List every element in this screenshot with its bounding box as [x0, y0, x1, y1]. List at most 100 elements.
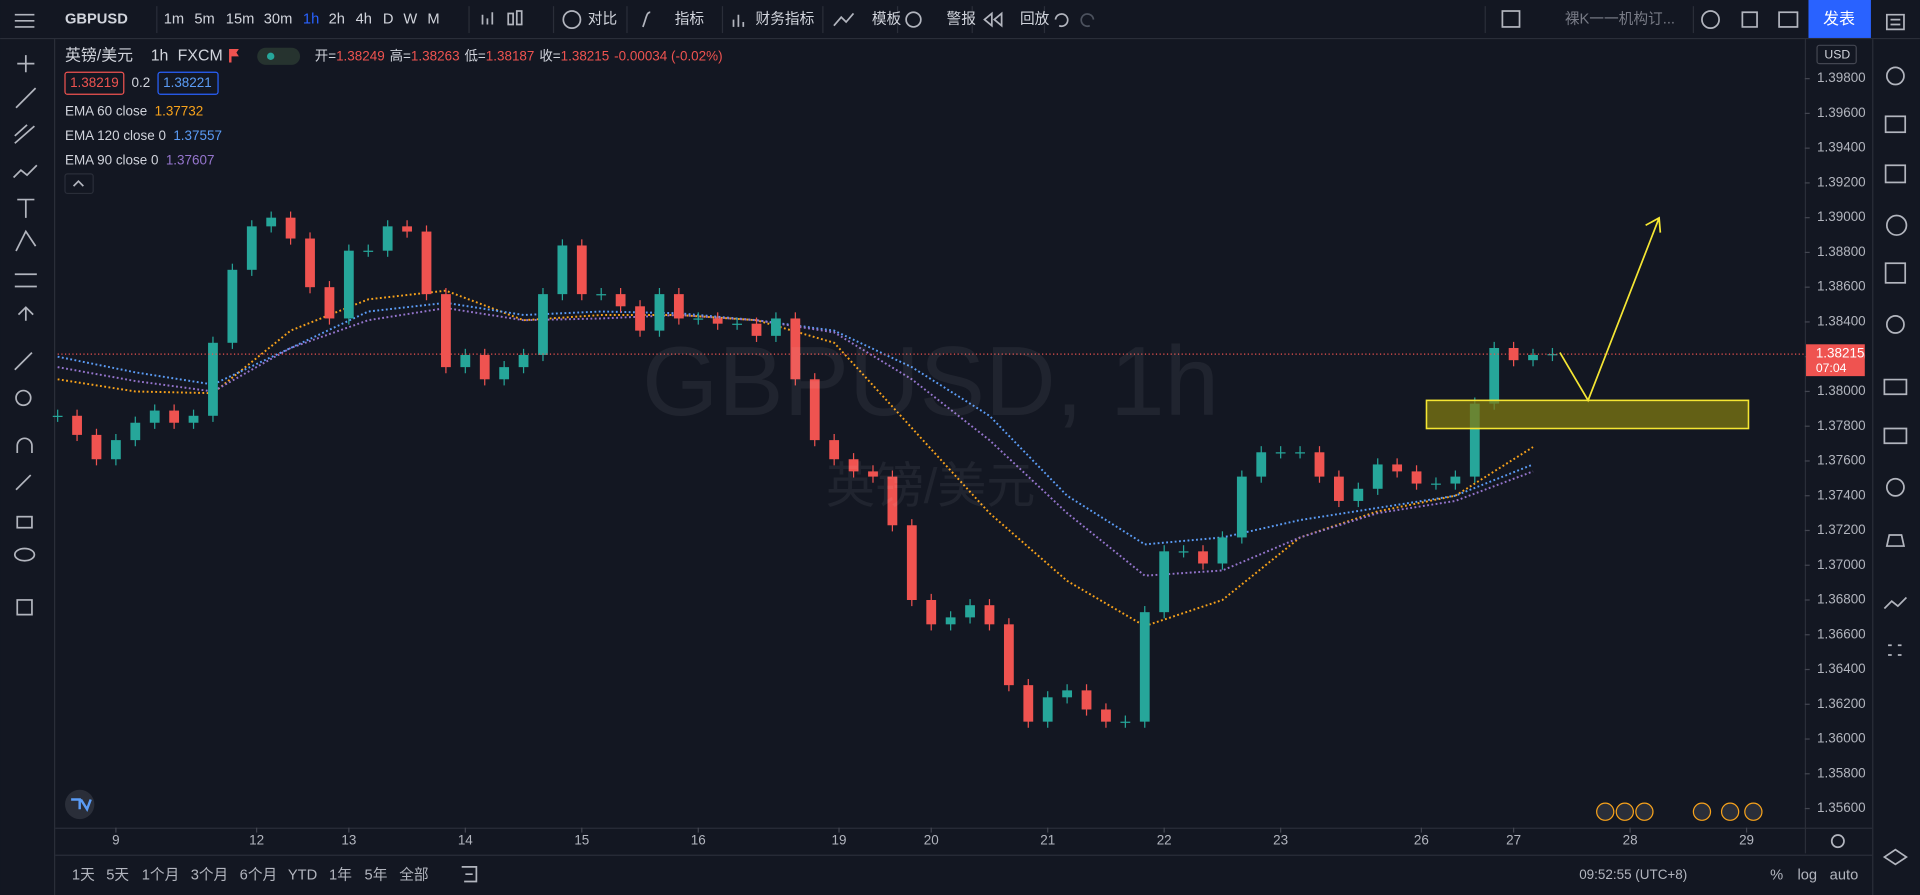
- event-badge[interactable]: [1635, 802, 1654, 821]
- interval[interactable]: 1m: [164, 11, 184, 27]
- candle: [1159, 551, 1170, 613]
- event-badge[interactable]: [1720, 802, 1740, 821]
- event-badge[interactable]: [1744, 802, 1763, 821]
- ohlc-label: 高=: [390, 47, 411, 63]
- collapse-button[interactable]: [64, 173, 94, 195]
- legend-interval: 1h: [151, 48, 169, 65]
- flag: [229, 48, 239, 63]
- range[interactable]: 全部: [399, 865, 428, 883]
- left-tools[interactable]: [12, 13, 38, 616]
- sell[interactable]: 1.38219: [70, 75, 119, 90]
- sell-box[interactable]: [64, 71, 125, 95]
- currency-box[interactable]: [1816, 44, 1857, 65]
- range[interactable]: 1天: [72, 867, 95, 883]
- candle: [382, 226, 393, 251]
- candle: [460, 354, 471, 368]
- range[interactable]: 1个月: [142, 866, 180, 883]
- candle: [790, 318, 801, 380]
- range[interactable]: 3个月: [191, 866, 229, 883]
- ohlc-change: -0.00034 (-0.02%): [614, 48, 722, 63]
- tool[interactable]: 警报: [947, 10, 977, 27]
- event-badge[interactable]: [1692, 802, 1712, 821]
- publish-button[interactable]: [1808, 0, 1871, 38]
- scale-option[interactable]: %: [1770, 867, 1783, 883]
- status-dot: [267, 52, 275, 60]
- symbol[interactable]: GBPUSD: [65, 11, 128, 27]
- candle: [343, 250, 354, 319]
- buy[interactable]: 1.38221: [163, 75, 212, 90]
- candle: [984, 605, 995, 625]
- status: [257, 47, 301, 65]
- tool[interactable]: 模板: [872, 9, 902, 27]
- y-tick-label: 1.39600: [1817, 105, 1866, 120]
- buy-box[interactable]: [157, 71, 219, 95]
- indicator-name: EMA 90 close 0: [65, 152, 158, 167]
- tool[interactable]: 财务指标: [756, 10, 815, 27]
- candle: [1411, 471, 1422, 484]
- ohlc: 开=1.38249 高=1.38263 低=1.38187 收=1.38215 -0.0…: [315, 47, 723, 63]
- x-tick-label: 23: [1273, 833, 1288, 848]
- candle: [1256, 452, 1267, 477]
- candle: [324, 287, 335, 319]
- candle: [402, 226, 412, 232]
- tool[interactable]: 指标: [675, 10, 705, 27]
- candle: [654, 294, 665, 331]
- scale-option[interactable]: log: [1797, 867, 1817, 883]
- candle: [1333, 476, 1344, 501]
- x-tick-label: 22: [1157, 833, 1172, 848]
- logo-mark: [71, 798, 92, 813]
- candle: [72, 415, 82, 435]
- candle: [712, 318, 723, 324]
- y-tick-label: 1.39000: [1817, 209, 1866, 224]
- candle: [538, 294, 548, 355]
- interval[interactable]: 1h: [303, 11, 319, 27]
- clock: 09:52:55 (UTC+8): [1579, 867, 1687, 882]
- range[interactable]: YTD: [288, 867, 317, 883]
- interval[interactable]: M: [427, 11, 439, 27]
- x-tick-label: 26: [1414, 833, 1429, 848]
- publish-label[interactable]: 发表: [1823, 10, 1855, 28]
- candle: [848, 459, 859, 472]
- event-badge[interactable]: [1615, 802, 1635, 821]
- toolbar-icons[interactable]: [481, 10, 1799, 30]
- event-badge[interactable]: [1596, 802, 1615, 821]
- settings[interactable]: [1830, 834, 1845, 849]
- range[interactable]: 5天: [106, 867, 129, 883]
- interval[interactable]: W: [403, 11, 417, 27]
- right-tools[interactable]: [1882, 13, 1908, 866]
- interval[interactable]: 30m: [264, 11, 293, 27]
- x-tick-label: 15: [574, 833, 589, 848]
- y-tick-label: 1.38400: [1817, 314, 1866, 329]
- candle: [479, 354, 490, 380]
- candle: [1139, 612, 1150, 722]
- y-tick-label: 1.35600: [1817, 800, 1866, 815]
- date-range-icon[interactable]: [461, 865, 478, 883]
- candle: [673, 294, 684, 319]
- candle: [1101, 709, 1111, 722]
- interval[interactable]: D: [383, 11, 394, 27]
- tool[interactable]: 回放: [1020, 10, 1050, 27]
- y-tick-label: 1.39800: [1817, 70, 1866, 85]
- scale-option[interactable]: auto: [1830, 867, 1859, 883]
- candle: [1353, 488, 1364, 501]
- collapse-icon[interactable]: [72, 179, 84, 187]
- ema-line: [57, 307, 1534, 577]
- interval[interactable]: 2h: [329, 11, 345, 27]
- layout-name[interactable]: 裸K一一机构订...: [1565, 10, 1675, 27]
- drawing[interactable]: [1425, 216, 1750, 430]
- candle: [693, 318, 704, 320]
- currency[interactable]: USD: [1824, 47, 1850, 61]
- x-tick-label: 9: [112, 833, 119, 848]
- candle: [518, 354, 529, 368]
- candle: [305, 238, 315, 288]
- watermark-subtitle: 英镑/美元: [826, 460, 1035, 514]
- range[interactable]: 6个月: [240, 866, 278, 883]
- tool[interactable]: 对比: [588, 10, 617, 27]
- range[interactable]: 1年: [329, 866, 352, 883]
- candle: [1392, 464, 1403, 472]
- interval[interactable]: 4h: [356, 11, 372, 27]
- range[interactable]: 5年: [365, 866, 388, 883]
- interval[interactable]: 5m: [194, 11, 214, 27]
- interval[interactable]: 15m: [226, 11, 255, 27]
